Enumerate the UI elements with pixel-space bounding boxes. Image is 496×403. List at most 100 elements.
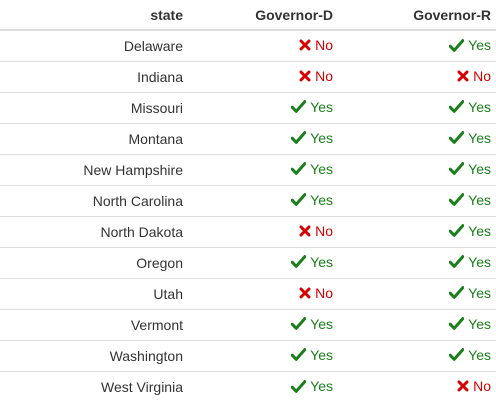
governor-r-value: Yes: [449, 37, 491, 53]
check-icon: [291, 379, 307, 393]
governor-r-label: Yes: [468, 222, 491, 239]
governor-r-value: No: [457, 68, 491, 84]
state-cell: Delaware: [123, 37, 183, 54]
governor-r-label: Yes: [468, 346, 491, 363]
table-row: Missouri Yes Yes: [0, 91, 496, 123]
governor-d-cell: No: [188, 215, 338, 247]
governor-d-label: Yes: [310, 315, 333, 332]
governor-d-value: Yes: [291, 130, 333, 146]
governor-r-value: Yes: [449, 130, 491, 146]
check-icon: [291, 131, 307, 145]
governor-r-value: Yes: [449, 223, 491, 239]
governor-d-label: No: [315, 285, 333, 301]
governor-d-cell: Yes: [188, 184, 338, 216]
governor-r-label: No: [473, 68, 491, 84]
state-cell: Washington: [0, 339, 188, 371]
governor-d-value: No: [299, 37, 333, 53]
governor-d-value: Yes: [291, 192, 333, 208]
governor-r-value: Yes: [449, 347, 491, 363]
state-cell: West Virginia: [0, 370, 188, 402]
governor-d-value: Yes: [291, 378, 333, 394]
table-row: Indiana No No: [0, 60, 496, 92]
state-cell: Indiana: [0, 60, 188, 92]
governor-r-cell: Yes: [338, 30, 496, 61]
governor-r-value: Yes: [449, 99, 491, 115]
governor-r-value: No: [457, 378, 491, 394]
governor-d-label: Yes: [310, 191, 333, 208]
governor-d-value: Yes: [291, 316, 333, 332]
header-row: state Governor-D Governor-R: [0, 0, 496, 31]
state-cell: North Carolina: [0, 184, 188, 216]
governor-d-value: Yes: [291, 99, 333, 115]
check-icon: [449, 162, 465, 176]
table-row: Vermont Yes Yes: [0, 308, 496, 340]
governor-d-cell: No: [188, 30, 338, 61]
cross-icon: [457, 380, 469, 392]
governor-d-cell: No: [188, 60, 338, 92]
governor-r-label: Yes: [468, 37, 491, 53]
governor-r-cell: Yes: [338, 339, 496, 371]
state-cell: Oregon: [0, 246, 188, 278]
check-icon: [449, 193, 465, 207]
governor-d-cell: No: [188, 277, 338, 309]
governor-r-cell: Yes: [338, 215, 496, 247]
governor-d-value: No: [299, 223, 333, 239]
cross-icon: [457, 70, 469, 82]
governor-d-label: Yes: [310, 129, 333, 146]
governor-d-value: Yes: [291, 347, 333, 363]
table-row: New Hampshire Yes Yes: [0, 153, 496, 185]
governor-r-cell: Yes: [338, 277, 496, 309]
check-icon: [291, 100, 307, 114]
governor-r-cell: Yes: [338, 153, 496, 185]
governor-d-value: Yes: [291, 161, 333, 177]
governor-r-label: Yes: [468, 315, 491, 332]
governor-d-label: Yes: [310, 253, 333, 270]
governor-r-value: Yes: [449, 192, 491, 208]
governor-r-label: Yes: [468, 129, 491, 146]
state-cell: Montana: [0, 122, 188, 154]
state-cell: North Dakota: [0, 215, 188, 247]
table-row: Washington Yes Yes: [0, 339, 496, 371]
check-icon: [291, 255, 307, 269]
table-row: North Dakota No Yes: [0, 215, 496, 247]
governor-r-label: Yes: [468, 253, 491, 270]
state-cell: New Hampshire: [0, 153, 188, 185]
check-icon: [291, 317, 307, 331]
governor-r-cell: Yes: [338, 122, 496, 154]
governor-r-cell: No: [338, 60, 496, 92]
table-row: Utah No Yes: [0, 277, 496, 309]
check-icon: [449, 38, 465, 52]
governor-d-label: Yes: [310, 346, 333, 363]
table-header: state Governor-D Governor-R: [0, 0, 496, 31]
governor-d-label: No: [315, 68, 333, 84]
cross-icon: [299, 225, 311, 237]
governor-d-label: Yes: [310, 98, 333, 115]
check-icon: [291, 162, 307, 176]
governor-d-value: No: [299, 68, 333, 84]
governor-d-value: Yes: [291, 254, 333, 270]
cross-icon: [299, 70, 311, 82]
governor-r-label: Yes: [468, 98, 491, 115]
check-icon: [449, 100, 465, 114]
governor-d-label: No: [315, 37, 333, 54]
state-cell: Missouri: [0, 91, 188, 123]
check-icon: [449, 348, 465, 362]
governor-r-cell: Yes: [338, 184, 496, 216]
governor-d-cell: Yes: [188, 122, 338, 154]
governor-r-cell: Yes: [338, 91, 496, 123]
check-icon: [449, 317, 465, 331]
governor-d-cell: Yes: [188, 339, 338, 371]
column-header-state: state: [0, 0, 188, 31]
state-cell: Vermont: [0, 308, 188, 340]
governor-d-cell: Yes: [188, 308, 338, 340]
governor-r-label: No: [473, 378, 491, 395]
governor-d-label: No: [315, 223, 333, 239]
governor-r-cell: No: [338, 370, 496, 402]
table-row: Delaware No Yes: [0, 30, 496, 61]
governor-r-value: Yes: [449, 285, 491, 301]
table-row: Oregon Yes Yes: [0, 246, 496, 278]
governor-r-label: Yes: [468, 284, 491, 301]
check-icon: [291, 348, 307, 362]
governor-r-value: Yes: [449, 316, 491, 332]
